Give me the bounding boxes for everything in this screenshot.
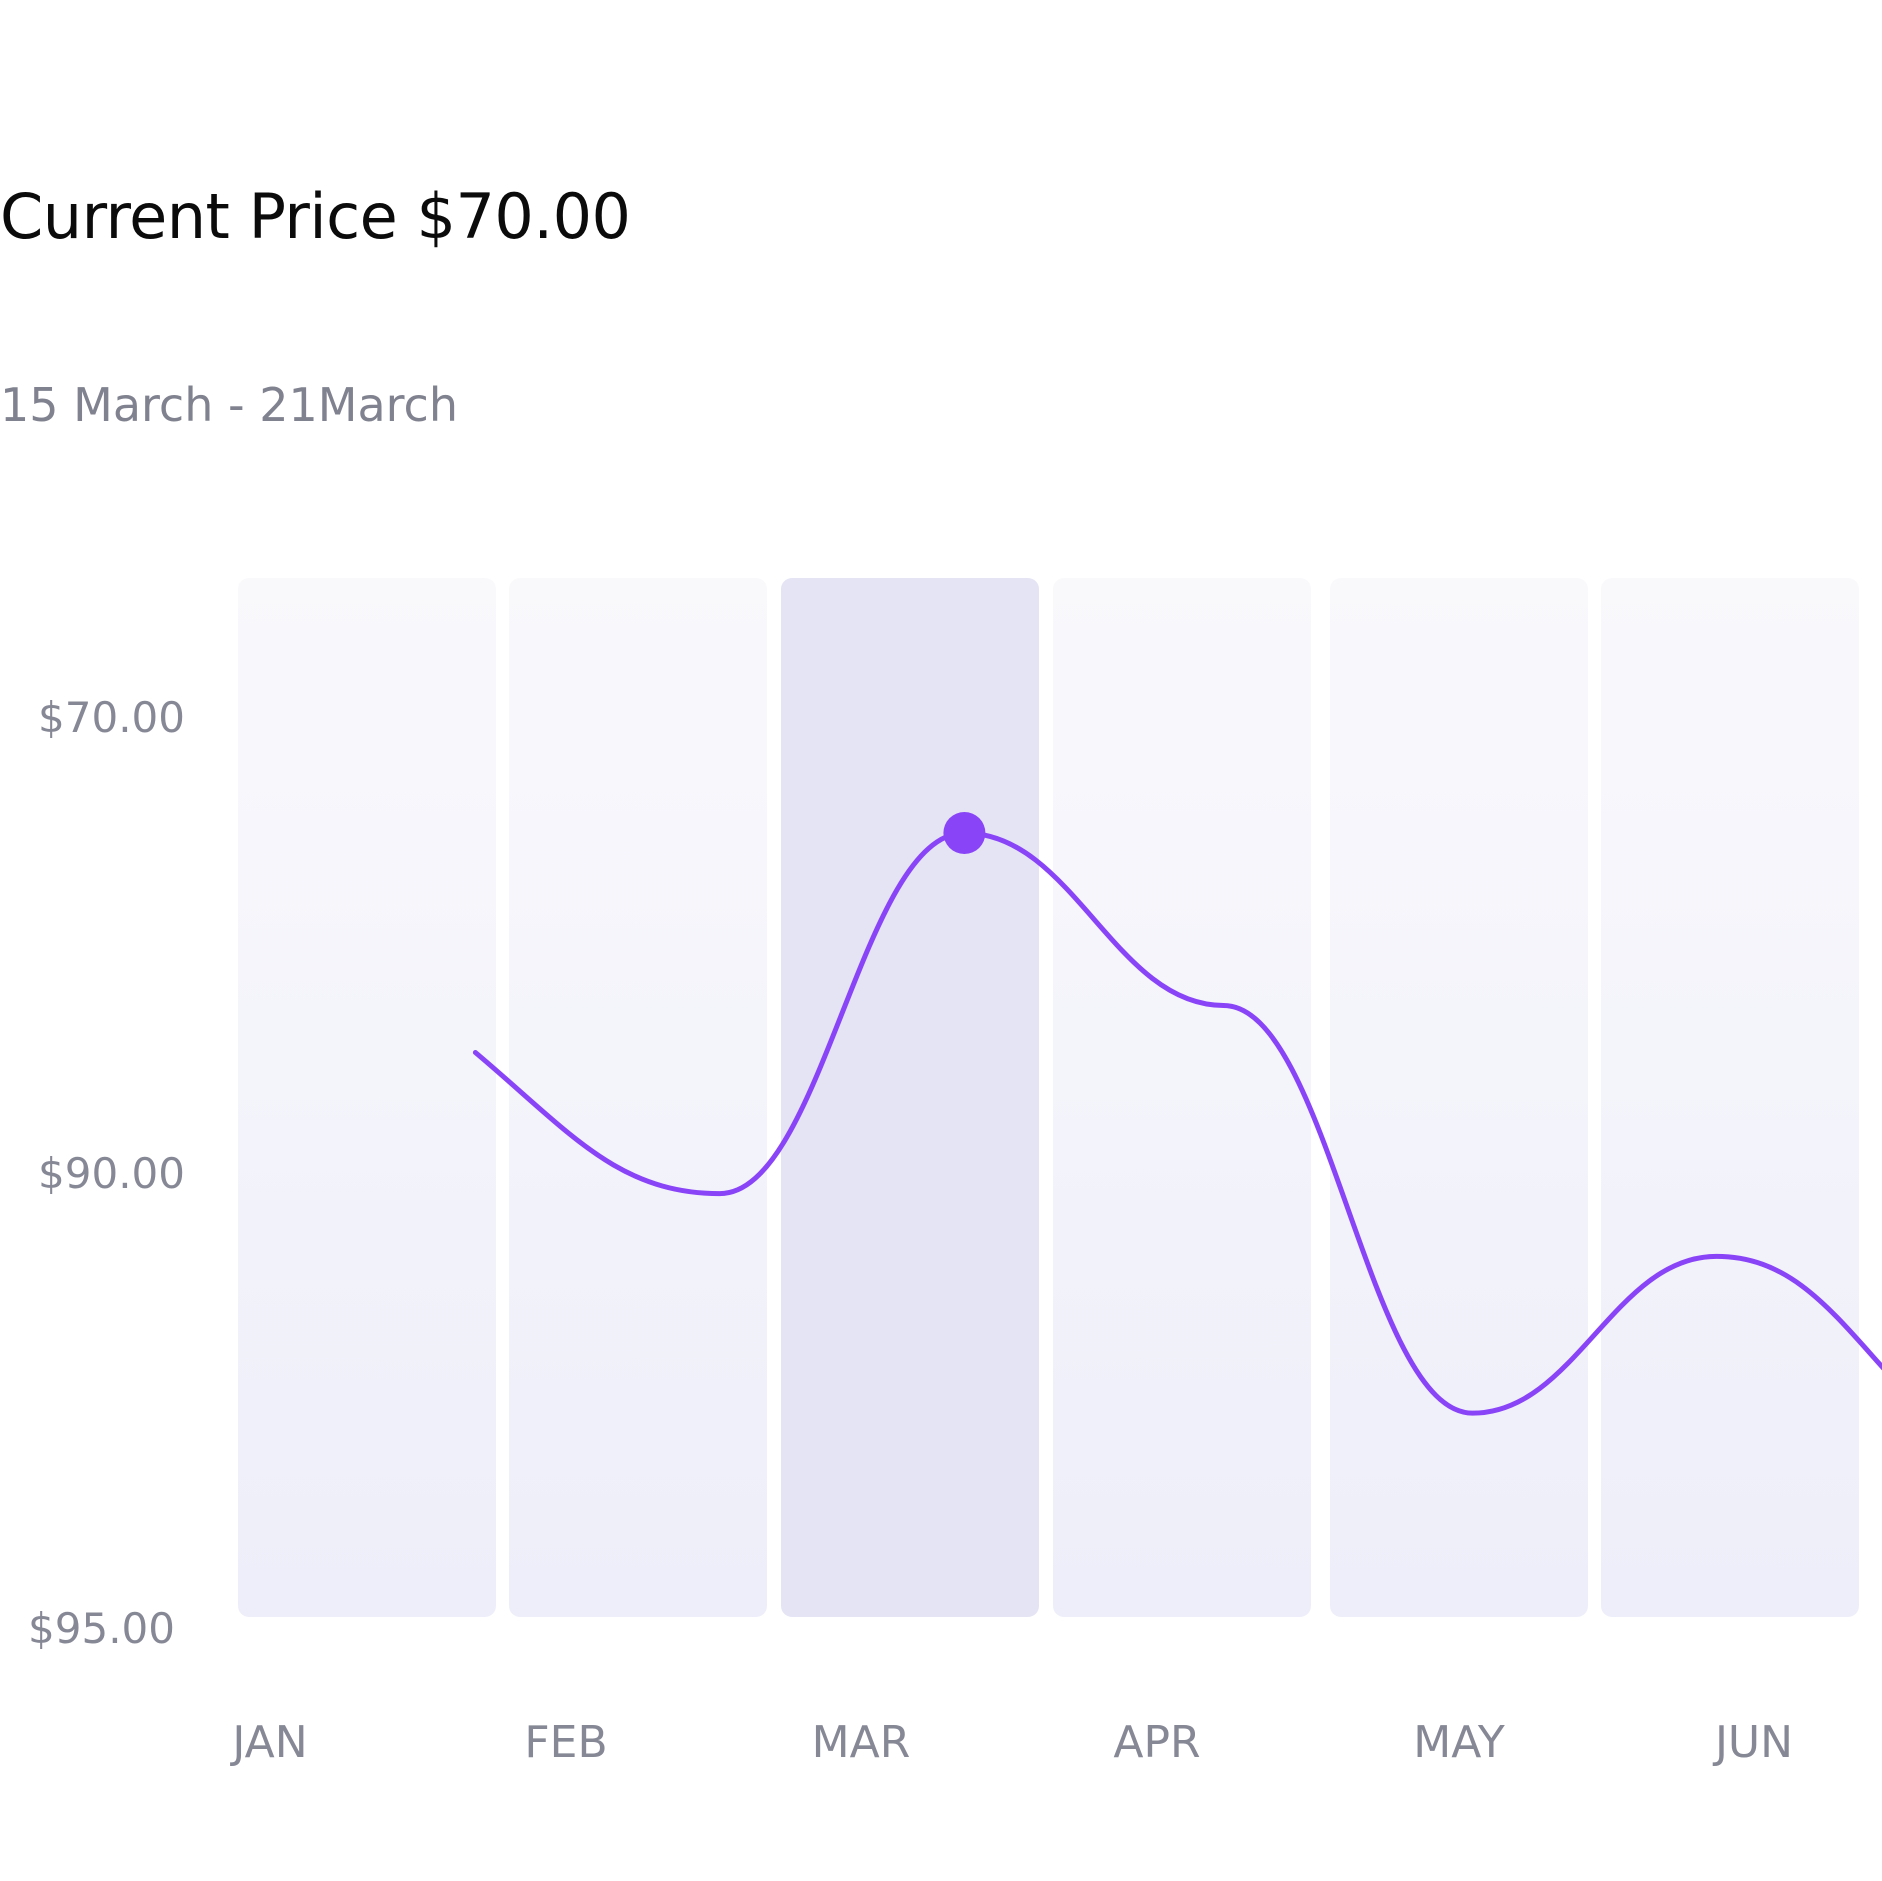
y-tick-label: $70.00 bbox=[38, 693, 185, 742]
x-tick-label-mar: MAR bbox=[812, 1717, 911, 1768]
x-tick-label-may: MAY bbox=[1413, 1717, 1505, 1768]
x-tick-label-jun: JUN bbox=[1712, 1717, 1793, 1768]
month-columns bbox=[238, 578, 1859, 1617]
price-series-line bbox=[472, 830, 1882, 1416]
x-axis-labels: JAN FEB MAR APR MAY JUN bbox=[229, 1717, 1793, 1768]
column-mar bbox=[781, 578, 1039, 1617]
date-range-subtitle: 15 March - 21March bbox=[0, 378, 458, 432]
column-feb bbox=[509, 578, 767, 1617]
y-tick-label: $90.00 bbox=[38, 1149, 185, 1198]
x-tick-label-apr: APR bbox=[1113, 1717, 1200, 1768]
column-jan bbox=[238, 578, 496, 1617]
page-title: Current Price $70.00 bbox=[0, 180, 631, 253]
y-axis-labels: $70.00 $90.00 $95.00 bbox=[28, 693, 185, 1653]
column-may bbox=[1330, 578, 1588, 1617]
selected-price-point[interactable] bbox=[943, 812, 986, 854]
x-tick-label-jan: JAN bbox=[229, 1717, 307, 1768]
y-tick-label: $95.00 bbox=[28, 1604, 175, 1653]
column-apr bbox=[1053, 578, 1311, 1617]
x-tick-label-feb: FEB bbox=[524, 1717, 607, 1768]
column-jun bbox=[1601, 578, 1859, 1617]
